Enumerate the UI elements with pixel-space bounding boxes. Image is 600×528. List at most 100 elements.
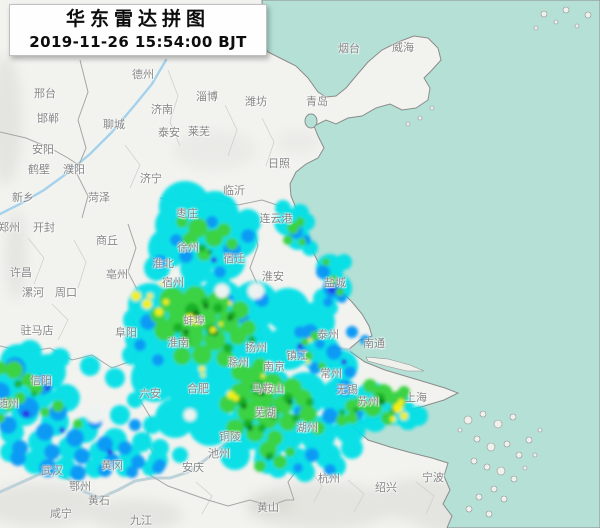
echo-midgreen	[353, 407, 359, 413]
echo-midgreen	[14, 380, 22, 388]
echo-cyan	[105, 368, 125, 388]
echo-yellow	[201, 373, 205, 377]
city-label: 鹤壁	[28, 163, 50, 176]
echo-midgreen	[258, 424, 266, 432]
echo-cyan	[220, 440, 250, 470]
echo-blue	[66, 429, 84, 447]
echo-blue	[179, 249, 193, 263]
echo-yellow	[306, 360, 310, 364]
echo-green	[231, 363, 249, 381]
echo-darkgreen	[332, 282, 336, 286]
echo-yellow	[261, 374, 265, 378]
echo-cyan	[50, 348, 70, 368]
echo-deepblue	[45, 385, 51, 391]
echo-green	[52, 400, 64, 412]
echo-yellow	[147, 293, 153, 299]
city-label: 武汉	[41, 464, 63, 477]
echo-darkgreen	[287, 399, 293, 405]
city-label: 连云港	[259, 212, 293, 225]
echo-blue	[170, 234, 182, 246]
echo-blue	[344, 366, 356, 378]
echo-cyan	[123, 308, 147, 332]
echo-blue	[241, 229, 255, 243]
echo-blue	[360, 335, 370, 345]
echo-yellow	[199, 366, 205, 372]
echo-blue	[309, 362, 321, 374]
echo-deepblue	[341, 359, 347, 365]
city-label: 苏州	[357, 395, 379, 408]
city-label: 邯郸	[37, 112, 59, 125]
echo-midgreen	[173, 323, 183, 333]
echo-blue	[152, 462, 164, 474]
echo-green	[301, 338, 309, 346]
islands	[365, 6, 592, 518]
city-label: 宿州	[162, 276, 184, 289]
city-label: 杭州	[318, 472, 340, 485]
city-label: 临沂	[223, 184, 245, 197]
city-label: 徐州	[177, 241, 199, 254]
city-label: 威海	[392, 41, 414, 54]
echo-green	[311, 421, 325, 435]
city-label: 潍坊	[245, 95, 267, 108]
city-label: 商丘	[96, 234, 118, 247]
echo-midgreen	[248, 336, 256, 344]
city-label: 铜陵	[219, 430, 241, 443]
echo-gap	[184, 409, 196, 421]
echo-cyan	[275, 200, 291, 216]
echo-blue	[322, 408, 338, 424]
city-label: 淮南	[167, 336, 189, 349]
echo-green	[336, 288, 344, 296]
echo-blue	[74, 448, 90, 464]
city-label: 九江	[130, 514, 152, 527]
echo-yellow	[228, 301, 232, 305]
city-label: 泰州	[317, 328, 339, 341]
yellow-river	[0, 58, 168, 216]
city-label: 信阳	[30, 374, 52, 387]
city-label: 随州	[0, 397, 19, 410]
radar-echo-layer	[0, 181, 428, 482]
echo-cyan	[155, 398, 195, 438]
echo-blue	[316, 265, 330, 279]
echo-gap	[86, 405, 104, 423]
city-label: 池州	[208, 447, 230, 460]
echo-blue	[337, 380, 353, 396]
city-label: 无锡	[336, 383, 358, 396]
echo-green	[299, 405, 317, 423]
echo-darkgreen	[271, 413, 277, 419]
echo-blue	[0, 382, 10, 402]
echo-blue	[97, 436, 113, 452]
city-label: 湖州	[296, 421, 318, 434]
city-label: 郑州	[0, 221, 20, 234]
echo-gap	[215, 284, 229, 298]
echo-blue	[131, 455, 145, 469]
city-label: 济宁	[140, 172, 162, 185]
echo-blue	[126, 466, 138, 478]
echo-blue	[153, 255, 167, 269]
city-label: 黄石	[88, 494, 110, 507]
echo-darkgreen	[208, 250, 212, 254]
echo-blue	[129, 419, 141, 431]
echo-green	[298, 238, 306, 246]
echo-green	[219, 395, 237, 413]
echo-midgreen	[223, 343, 233, 353]
echo-yellow	[186, 314, 194, 322]
echo-cyan	[132, 432, 152, 452]
city-label: 盐城	[324, 276, 346, 289]
echo-blue	[98, 463, 112, 477]
echo-green	[240, 320, 256, 336]
city-label: 南通	[363, 337, 385, 350]
echo-yellow	[163, 299, 169, 305]
echo-cyan	[188, 402, 232, 446]
city-label: 宁波	[422, 471, 444, 484]
echo-midgreen	[198, 244, 206, 252]
city-label: 阜阳	[115, 326, 137, 339]
echo-green	[346, 412, 358, 424]
city-label: 芜湖	[254, 406, 276, 419]
city-label: 济南	[151, 103, 173, 116]
city-label: 绍兴	[375, 481, 397, 494]
city-label: 马鞍山	[251, 382, 285, 395]
city-label: 枣庄	[176, 207, 198, 220]
city-label: 南京	[263, 360, 285, 373]
echo-yellow	[155, 308, 163, 316]
echo-darkgreen	[258, 388, 266, 396]
